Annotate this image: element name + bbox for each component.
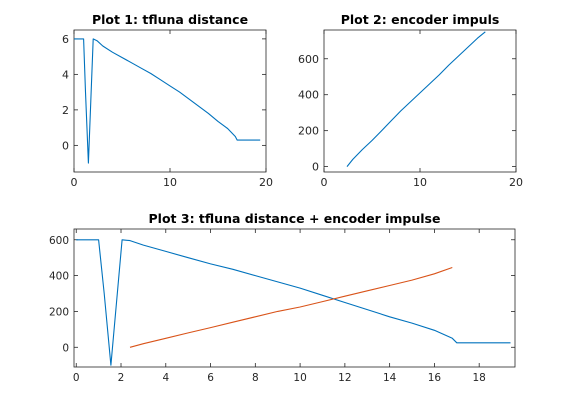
plot-area	[73, 228, 516, 368]
series-line-1	[74, 38, 261, 164]
x-tick-label: 14	[383, 372, 397, 384]
y-tick-label: 600	[298, 53, 319, 66]
y-tick-label: 400	[49, 271, 69, 283]
y-tick-label: 0	[312, 161, 319, 174]
y-tick-label: 4	[62, 68, 69, 81]
y-tick-label: 200	[49, 306, 69, 318]
series-line-2	[129, 266, 453, 348]
series-line-1	[346, 31, 486, 167]
x-tick-label: 12	[338, 372, 351, 384]
plot-area	[73, 29, 267, 173]
x-tick-label: 6	[207, 372, 214, 384]
x-tick-label: 0	[321, 176, 328, 189]
x-tick-label: 10	[293, 372, 306, 384]
y-tick-label: 6	[62, 33, 69, 46]
plot-1-tfluna-distance: Plot 1: tfluna distance 0 10 20 0 2 4 6	[62, 12, 273, 189]
plot-3-combined: Plot 3: tfluna distance + encoder impuls…	[49, 211, 516, 384]
y-tick-label: 0	[62, 342, 69, 354]
y-tick-label: 2	[62, 104, 69, 117]
plot-1-title: Plot 1: tfluna distance	[92, 12, 248, 27]
x-tick-label: 0	[73, 372, 80, 384]
x-tick-label: 20	[509, 176, 523, 189]
y-tick-label: 200	[298, 125, 319, 138]
x-tick-label: 16	[428, 372, 442, 384]
plot-area	[323, 29, 517, 173]
plot-2-title: Plot 2: encoder impuls	[341, 12, 500, 27]
series-line-1	[76, 239, 511, 366]
x-tick-label: 4	[162, 372, 169, 384]
x-tick-label: 18	[472, 372, 485, 384]
x-tick-label: 20	[259, 176, 273, 189]
x-tick-label: 8	[252, 372, 259, 384]
y-tick-label: 400	[298, 89, 319, 102]
y-tick-label: 600	[49, 235, 69, 247]
x-tick-label: 0	[71, 176, 78, 189]
plot-3-title: Plot 3: tfluna distance + encoder impuls…	[149, 211, 441, 226]
x-tick-label: 10	[163, 176, 177, 189]
x-tick-label: 2	[118, 372, 125, 384]
x-tick-label: 10	[413, 176, 427, 189]
y-tick-label: 0	[62, 139, 69, 152]
